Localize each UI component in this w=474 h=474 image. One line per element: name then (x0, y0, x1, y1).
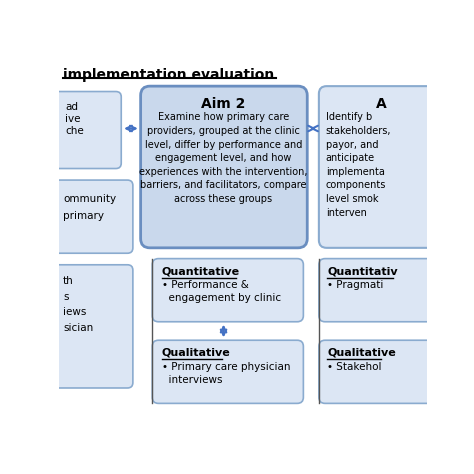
FancyBboxPatch shape (319, 259, 439, 322)
FancyBboxPatch shape (36, 180, 133, 253)
Text: Examine how primary care
providers, grouped at the clinic
level, differ by perfo: Examine how primary care providers, grou… (139, 112, 308, 204)
FancyBboxPatch shape (36, 265, 133, 388)
FancyBboxPatch shape (36, 91, 121, 169)
Text: Identify b
stakeholders,
payor, and
anticipate
implementa
components
level smok
: Identify b stakeholders, payor, and anti… (326, 112, 392, 218)
FancyBboxPatch shape (152, 259, 303, 322)
Text: sician: sician (63, 322, 93, 333)
Text: • Stakehol: • Stakehol (328, 362, 382, 372)
Text: iews: iews (63, 307, 86, 317)
FancyBboxPatch shape (152, 340, 303, 403)
FancyBboxPatch shape (319, 86, 443, 248)
FancyBboxPatch shape (141, 86, 307, 248)
Text: Qualitative: Qualitative (162, 348, 230, 358)
Text: primary: primary (63, 211, 104, 221)
Text: che: che (65, 126, 84, 136)
FancyBboxPatch shape (319, 340, 439, 403)
Text: implementation evaluation: implementation evaluation (63, 68, 274, 82)
Text: Quantitative: Quantitative (162, 266, 240, 276)
Text: • Primary care physician
  interviews: • Primary care physician interviews (162, 362, 290, 385)
Text: Aim 2: Aim 2 (201, 97, 246, 111)
Text: A: A (375, 97, 386, 111)
Text: ommunity: ommunity (63, 194, 116, 204)
Text: ad: ad (65, 101, 79, 111)
Text: • Performance &
  engagement by clinic: • Performance & engagement by clinic (162, 280, 281, 303)
Text: • Pragmati: • Pragmati (328, 280, 384, 290)
Text: s: s (63, 292, 69, 302)
Text: Qualitative: Qualitative (328, 348, 396, 358)
Text: Quantitativ: Quantitativ (328, 266, 398, 276)
Text: ive: ive (65, 114, 81, 124)
Text: th: th (63, 276, 74, 286)
